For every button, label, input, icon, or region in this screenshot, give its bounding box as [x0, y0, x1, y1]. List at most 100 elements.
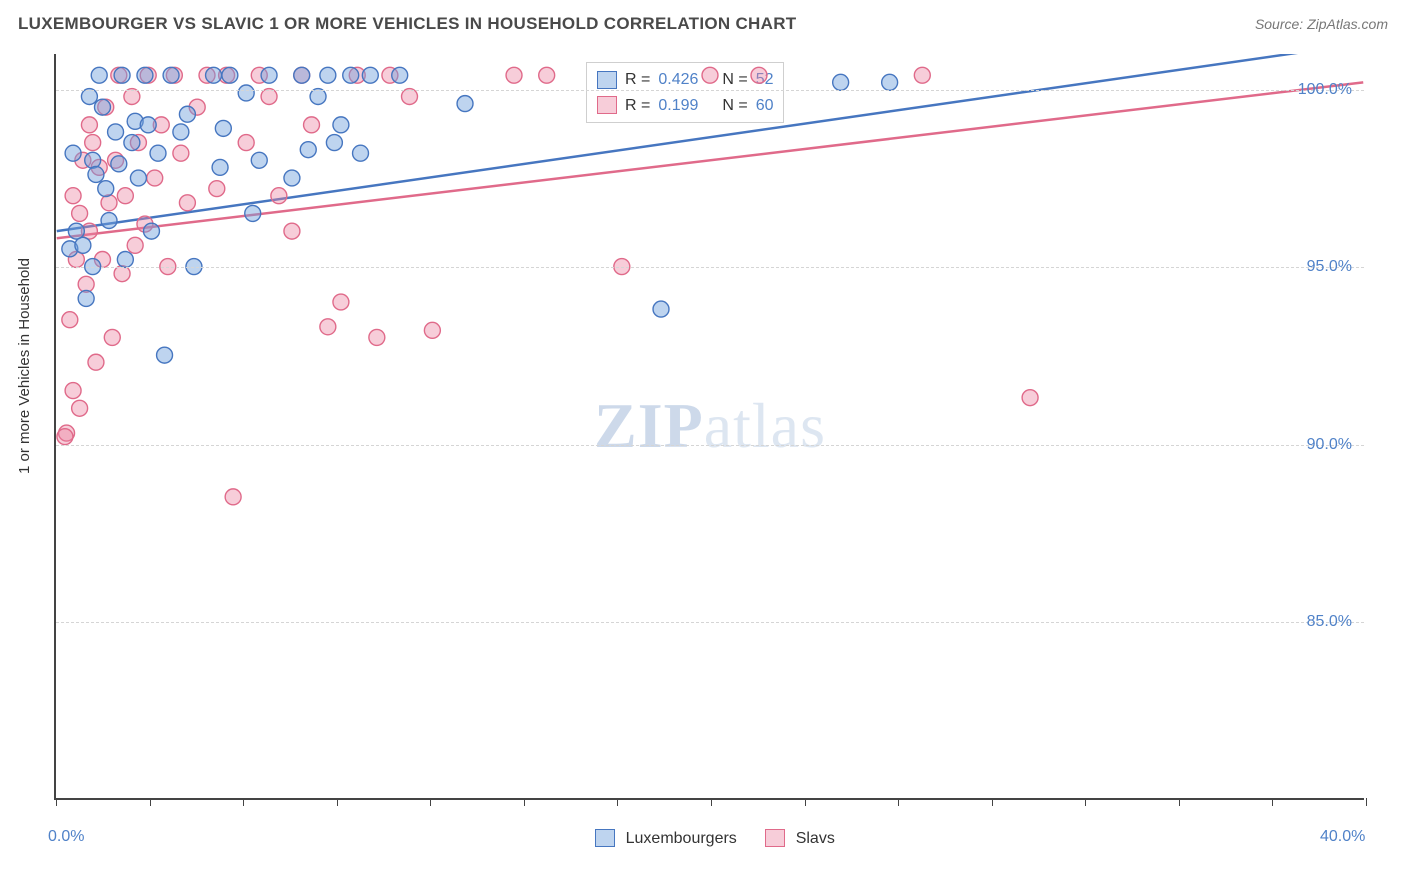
data-point	[78, 290, 94, 306]
data-point	[206, 67, 222, 83]
scatter-svg	[56, 54, 1364, 798]
data-point	[212, 159, 228, 175]
data-point	[251, 152, 267, 168]
data-point	[117, 188, 133, 204]
data-point	[457, 96, 473, 112]
x-tick	[711, 798, 712, 806]
data-point	[166, 67, 182, 83]
data-point	[914, 67, 930, 83]
data-point	[320, 319, 336, 335]
data-point	[111, 156, 127, 172]
y-axis-label: 95.0%	[1307, 258, 1352, 276]
r-value-1: 0.199	[658, 93, 714, 119]
n-value-1: 60	[756, 93, 774, 119]
data-point	[101, 195, 117, 211]
chart-container: 1 or more Vehicles in Household ZIPatlas…	[0, 44, 1406, 892]
data-point	[114, 67, 130, 83]
data-point	[369, 329, 385, 345]
data-point	[1022, 390, 1038, 406]
data-point	[402, 89, 418, 105]
chart-title: LUXEMBOURGER VS SLAVIC 1 OR MORE VEHICLE…	[18, 14, 796, 34]
r-label: R =	[625, 93, 650, 119]
data-point	[333, 117, 349, 133]
data-point	[222, 67, 238, 83]
data-point	[104, 329, 120, 345]
legend-label-slav: Slavs	[796, 830, 835, 847]
data-point	[95, 252, 111, 268]
data-point	[179, 195, 195, 211]
data-point	[88, 354, 104, 370]
data-point	[284, 170, 300, 186]
watermark: ZIPatlas	[594, 389, 826, 463]
x-tick	[992, 798, 993, 806]
x-tick	[150, 798, 151, 806]
legend-swatch-lux	[595, 829, 615, 847]
data-point	[157, 347, 173, 363]
data-point	[98, 181, 114, 197]
data-point	[72, 205, 88, 221]
y-axis-label: 90.0%	[1307, 436, 1352, 454]
data-point	[75, 237, 91, 253]
data-point	[251, 67, 267, 83]
data-point	[62, 241, 78, 257]
data-point	[72, 400, 88, 416]
x-tick	[1366, 798, 1367, 806]
data-point	[95, 99, 111, 115]
data-point	[147, 170, 163, 186]
data-point	[163, 67, 179, 83]
data-point	[108, 152, 124, 168]
data-point	[153, 117, 169, 133]
data-point	[111, 67, 127, 83]
data-point	[209, 181, 225, 197]
data-point	[78, 276, 94, 292]
y-axis-label: 85.0%	[1307, 613, 1352, 631]
data-point	[424, 322, 440, 338]
watermark-bold: ZIP	[594, 390, 704, 461]
y-axis-label: 100.0%	[1298, 81, 1352, 99]
series-legend: Luxembourgers Slavs	[0, 829, 1406, 848]
legend-label-lux: Luxembourgers	[626, 830, 737, 847]
x-tick	[1085, 798, 1086, 806]
gridline-h	[56, 622, 1364, 623]
data-point	[261, 89, 277, 105]
data-point	[65, 188, 81, 204]
data-point	[833, 74, 849, 90]
data-point	[300, 142, 316, 158]
data-point	[85, 152, 101, 168]
data-point	[199, 67, 215, 83]
data-point	[124, 135, 140, 151]
data-point	[62, 312, 78, 328]
data-point	[68, 252, 84, 268]
data-point	[137, 216, 153, 232]
n-label: N =	[722, 93, 747, 119]
data-point	[140, 117, 156, 133]
data-point	[219, 67, 235, 83]
data-point	[65, 145, 81, 161]
x-tick	[337, 798, 338, 806]
data-point	[506, 67, 522, 83]
data-point	[304, 117, 320, 133]
data-point	[143, 223, 159, 239]
x-tick	[1179, 798, 1180, 806]
data-point	[81, 117, 97, 133]
data-point	[349, 67, 365, 83]
data-point	[320, 67, 336, 83]
data-point	[238, 85, 254, 101]
data-point	[882, 74, 898, 90]
gridline-h	[56, 445, 1364, 446]
data-point	[353, 145, 369, 161]
data-point	[127, 113, 143, 129]
data-point	[333, 294, 349, 310]
data-point	[59, 425, 75, 441]
data-point	[271, 188, 287, 204]
source-label: Source: ZipAtlas.com	[1255, 16, 1388, 32]
gridline-h	[56, 267, 1364, 268]
legend-swatch-0	[597, 71, 617, 89]
data-point	[294, 67, 310, 83]
y-axis-title: 1 or more Vehicles in Household	[16, 258, 33, 474]
data-point	[261, 67, 277, 83]
data-point	[326, 135, 342, 151]
data-point	[98, 99, 114, 115]
data-point	[173, 124, 189, 140]
data-point	[310, 89, 326, 105]
